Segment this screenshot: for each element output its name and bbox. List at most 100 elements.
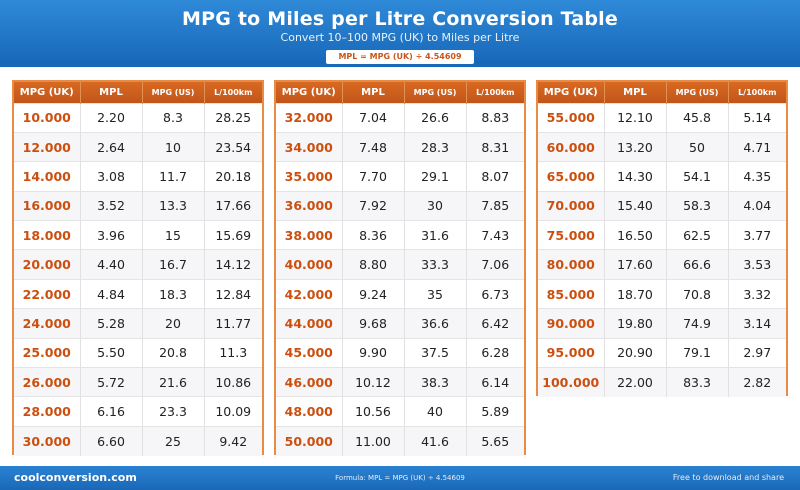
- mpl-cell: 18.70: [604, 278, 667, 309]
- mpg-us-cell: 54.1: [666, 161, 729, 192]
- footer-bar: coolconversion.com Formula: MPL = MPG (U…: [0, 466, 800, 490]
- mpg-uk-cell: 80.000: [538, 249, 605, 280]
- l100km-cell: 28.25: [204, 102, 262, 133]
- mpg-uk-cell: 10.000: [14, 102, 81, 133]
- l100km-cell: 3.77: [728, 220, 786, 250]
- mpg-us-cell: 25: [142, 425, 205, 456]
- mpg-us-cell: 33.3: [404, 249, 467, 280]
- mpl-cell: 5.50: [80, 337, 143, 368]
- table-row: 90.000 19.80 74.9 3.14: [538, 308, 786, 339]
- table-row: 65.000 14.30 54.1 4.35: [538, 161, 786, 192]
- mpl-cell: 3.08: [80, 161, 143, 192]
- mpg-us-cell: 15: [142, 220, 205, 250]
- table-row: 34.000 7.48 28.3 8.31: [276, 131, 524, 162]
- mpg-uk-cell: 48.000: [276, 396, 343, 427]
- mpg-us-cell: 58.3: [666, 190, 729, 221]
- l100km-cell: 9.42: [204, 425, 262, 456]
- table-row: 25.000 5.50 20.8 11.3: [14, 337, 262, 368]
- table-row: 75.000 16.50 62.5 3.77: [538, 220, 786, 250]
- column-header-mpg-us: MPG (US): [404, 82, 467, 103]
- mpg-uk-cell: 36.000: [276, 190, 343, 221]
- l100km-cell: 2.97: [728, 337, 786, 368]
- mpg-uk-cell: 65.000: [538, 161, 605, 192]
- table-row: 60.000 13.20 50 4.71: [538, 131, 786, 162]
- mpl-cell: 3.96: [80, 220, 143, 250]
- table-row: 95.000 20.90 79.1 2.97: [538, 337, 786, 368]
- mpg-us-cell: 74.9: [666, 308, 729, 339]
- table-row: 18.000 3.96 15 15.69: [14, 220, 262, 250]
- l100km-cell: 8.07: [466, 161, 524, 192]
- mpg-uk-cell: 16.000: [14, 190, 81, 221]
- mpg-uk-cell: 60.000: [538, 131, 605, 162]
- mpg-us-cell: 40: [404, 396, 467, 427]
- mpg-us-cell: 26.6: [404, 102, 467, 133]
- page-subtitle: Convert 10–100 MPG (UK) to Miles per Lit…: [280, 31, 520, 44]
- l100km-cell: 10.09: [204, 396, 262, 427]
- mpg-uk-cell: 38.000: [276, 220, 343, 250]
- mpg-us-cell: 23.3: [142, 396, 205, 427]
- l100km-cell: 3.32: [728, 278, 786, 309]
- mpg-us-cell: 21.6: [142, 367, 205, 397]
- mpl-cell: 14.30: [604, 161, 667, 192]
- column-header-l100km: L/100km: [728, 82, 786, 103]
- column-header-l100km: L/100km: [466, 82, 524, 103]
- page-title: MPG to Miles per Litre Conversion Table: [182, 8, 618, 30]
- mpg-uk-cell: 20.000: [14, 249, 81, 280]
- table-row: 24.000 5.28 20 11.77: [14, 308, 262, 339]
- l100km-cell: 17.66: [204, 190, 262, 221]
- l100km-cell: 10.86: [204, 367, 262, 397]
- mpg-us-cell: 37.5: [404, 337, 467, 368]
- formula-badge: MPL = MPG (UK) ÷ 4.54609: [326, 50, 474, 64]
- table-row: 50.000 11.00 41.6 5.65: [276, 425, 524, 456]
- conversion-table-3: MPG (UK) MPL MPG (US) L/100km 55.000 12.1…: [536, 80, 788, 397]
- mpg-us-cell: 10: [142, 131, 205, 162]
- footer-tagline: Free to download and share: [672, 473, 784, 482]
- mpl-cell: 7.04: [342, 102, 405, 133]
- mpl-cell: 19.80: [604, 308, 667, 339]
- column-header-mpg-uk: MPG (UK): [276, 82, 343, 103]
- mpg-us-cell: 66.6: [666, 249, 729, 280]
- table-row: 28.000 6.16 23.3 10.09: [14, 396, 262, 427]
- l100km-cell: 5.65: [466, 425, 524, 456]
- mpl-cell: 3.52: [80, 190, 143, 221]
- mpg-uk-cell: 32.000: [276, 102, 343, 133]
- mpg-uk-cell: 46.000: [276, 367, 343, 397]
- table-row: 32.000 7.04 26.6 8.83: [276, 102, 524, 133]
- mpg-uk-cell: 24.000: [14, 308, 81, 339]
- mpg-us-cell: 16.7: [142, 249, 205, 280]
- header-banner: MPG to Miles per Litre Conversion Table …: [0, 0, 800, 67]
- table-row: 14.000 3.08 11.7 20.18: [14, 161, 262, 192]
- mpg-us-cell: 11.7: [142, 161, 205, 192]
- site-link[interactable]: coolconversion.com: [14, 471, 137, 484]
- mpl-cell: 4.84: [80, 278, 143, 309]
- mpg-us-cell: 8.3: [142, 102, 205, 133]
- mpg-us-cell: 29.1: [404, 161, 467, 192]
- l100km-cell: 5.14: [728, 102, 786, 133]
- mpg-us-cell: 28.3: [404, 131, 467, 162]
- table-row: 20.000 4.40 16.7 14.12: [14, 249, 262, 280]
- l100km-cell: 20.18: [204, 161, 262, 192]
- mpg-uk-cell: 75.000: [538, 220, 605, 250]
- l100km-cell: 4.71: [728, 131, 786, 162]
- column-header-mpg-us: MPG (US): [142, 82, 205, 103]
- mpg-us-cell: 62.5: [666, 220, 729, 250]
- table-row: 35.000 7.70 29.1 8.07: [276, 161, 524, 192]
- column-header-mpl: MPL: [604, 82, 667, 103]
- mpg-uk-cell: 18.000: [14, 220, 81, 250]
- conversion-table-1: MPG (UK) MPL MPG (US) L/100km 10.000 2.20…: [12, 80, 264, 456]
- mpg-uk-cell: 55.000: [538, 102, 605, 133]
- l100km-cell: 6.42: [466, 308, 524, 339]
- table-row: 85.000 18.70 70.8 3.32: [538, 278, 786, 309]
- mpl-cell: 4.40: [80, 249, 143, 280]
- table-row: 30.000 6.60 25 9.42: [14, 425, 262, 456]
- table-row: 42.000 9.24 35 6.73: [276, 278, 524, 309]
- mpg-us-cell: 45.8: [666, 102, 729, 133]
- mpg-us-cell: 20: [142, 308, 205, 339]
- table-row: 16.000 3.52 13.3 17.66: [14, 190, 262, 221]
- mpg-us-cell: 41.6: [404, 425, 467, 456]
- mpg-uk-cell: 100.000: [538, 367, 605, 397]
- column-header-mpl: MPL: [80, 82, 143, 103]
- mpl-cell: 5.28: [80, 308, 143, 339]
- mpl-cell: 13.20: [604, 131, 667, 162]
- mpl-cell: 20.90: [604, 337, 667, 368]
